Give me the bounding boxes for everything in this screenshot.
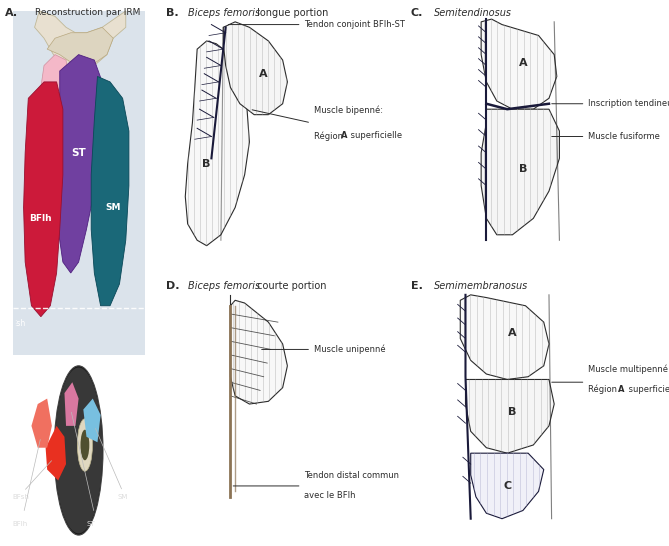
Polygon shape [481,109,559,235]
Text: Semitendinosus: Semitendinosus [434,8,512,18]
Polygon shape [84,399,100,442]
Polygon shape [223,22,288,115]
Text: Muscle multipenné:: Muscle multipenné: [588,365,669,374]
Polygon shape [230,300,288,404]
Circle shape [78,419,92,471]
Text: Inscription tendineuse: Inscription tendineuse [588,99,669,108]
Polygon shape [64,382,79,426]
Circle shape [80,430,89,460]
Text: A.: A. [5,8,18,18]
Polygon shape [35,11,126,71]
Polygon shape [31,399,52,448]
Text: Muscle bipenné:: Muscle bipenné: [314,105,383,115]
Text: courte portion: courte portion [254,281,326,291]
Text: BFsh: BFsh [13,494,29,500]
Text: superficielle: superficielle [348,131,402,140]
Text: Reconstruction par IRM: Reconstruction par IRM [35,8,140,17]
Circle shape [54,366,103,535]
Text: B: B [518,164,527,174]
Polygon shape [41,55,69,120]
Polygon shape [471,453,544,519]
Text: SM: SM [118,494,128,500]
Text: Région: Région [588,385,619,394]
Text: superficielle: superficielle [626,385,669,394]
Text: Muscle unipenné: Muscle unipenné [314,345,385,354]
Polygon shape [91,76,129,306]
Text: Région: Région [314,131,345,140]
Text: A: A [618,385,625,394]
Text: E.: E. [411,281,423,291]
Polygon shape [45,426,66,480]
Text: ST: ST [71,148,86,158]
Text: A: A [341,131,347,140]
Text: Semimembranosus: Semimembranosus [434,281,529,291]
Polygon shape [466,379,554,453]
Text: ⁝sh: ⁝sh [14,319,25,328]
Circle shape [55,367,102,533]
Text: A: A [518,58,527,68]
Text: A: A [508,328,516,338]
Polygon shape [460,295,549,379]
Text: ST: ST [86,521,95,527]
Text: B: B [203,159,211,169]
Text: BFlh: BFlh [29,214,52,223]
Text: BFlh: BFlh [13,521,28,527]
Polygon shape [23,82,63,317]
Text: Tendon distal commun: Tendon distal commun [304,472,399,480]
Polygon shape [185,41,250,246]
Text: avec le BFIh: avec le BFIh [304,491,355,500]
Polygon shape [57,55,102,273]
Polygon shape [47,27,113,66]
Polygon shape [481,19,557,109]
Polygon shape [13,11,145,355]
Text: Muscle fusiforme: Muscle fusiforme [588,132,660,141]
Text: SM: SM [106,203,121,212]
Text: Tendon conjoint BFIh-ST: Tendon conjoint BFIh-ST [304,20,405,29]
Text: B: B [508,407,516,417]
Text: C.: C. [411,8,423,18]
Text: Biceps femoris: Biceps femoris [187,8,260,18]
Text: longue portion: longue portion [254,8,328,18]
Text: A: A [260,69,268,79]
Text: Biceps femoris: Biceps femoris [187,281,260,291]
Text: B.: B. [167,8,179,18]
Text: D.: D. [167,281,180,291]
Text: C: C [503,481,511,491]
